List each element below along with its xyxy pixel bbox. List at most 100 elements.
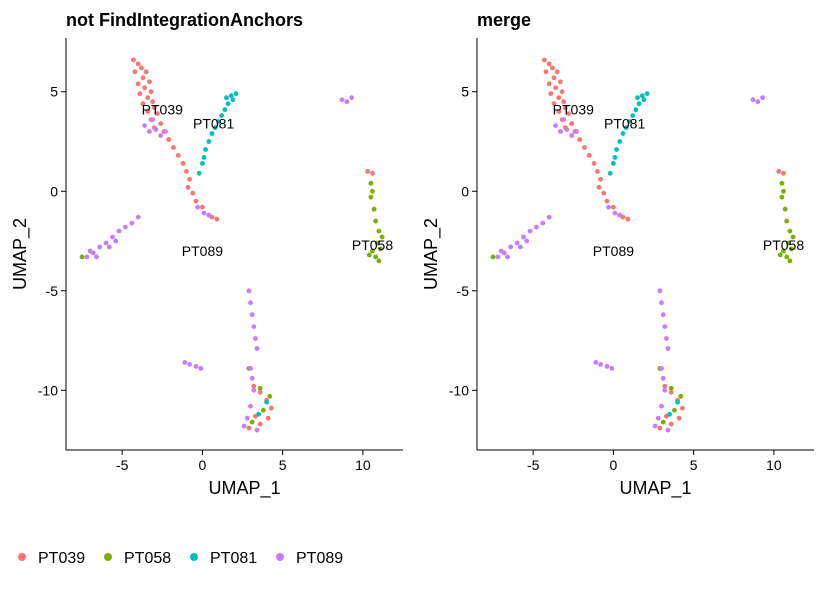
data-point-pt039 <box>246 425 252 431</box>
data-point-pt089 <box>251 387 257 393</box>
data-point-pt089 <box>664 336 669 341</box>
y-tick-label: 0 <box>50 183 58 199</box>
data-point-pt081 <box>209 131 215 136</box>
data-point-pt081 <box>196 170 202 176</box>
data-point-pt089 <box>249 375 255 381</box>
data-point-pt081 <box>203 147 209 152</box>
data-point-pt089 <box>564 127 570 132</box>
data-point-pt039 <box>370 170 375 176</box>
data-point-pt081 <box>230 97 236 103</box>
data-point-pt089 <box>659 300 664 306</box>
data-point-pt089 <box>660 375 666 381</box>
data-point-pt089 <box>147 129 152 134</box>
data-point-pt089 <box>524 238 530 244</box>
data-point-pt089 <box>558 129 563 134</box>
data-point-pt039 <box>184 169 189 174</box>
data-point-pt039 <box>657 425 663 431</box>
data-point-pt089 <box>244 415 250 421</box>
data-point-pt039 <box>135 81 141 87</box>
data-point-pt081 <box>264 399 269 405</box>
data-point-pt089 <box>609 366 615 371</box>
data-point-pt058 <box>267 393 273 399</box>
data-point-pt039 <box>591 161 597 166</box>
data-point-pt039 <box>171 145 176 150</box>
data-point-pt089 <box>153 127 159 132</box>
data-point-pt089 <box>187 362 193 367</box>
data-point-pt039 <box>214 216 220 222</box>
chart-title: not FindIntegrationAnchors <box>66 10 303 30</box>
y-tick-label: -10 <box>449 382 469 398</box>
data-point-pt089 <box>193 364 199 369</box>
data-point-pt058 <box>672 407 677 413</box>
data-point-pt039 <box>175 153 181 158</box>
data-point-pt089 <box>198 366 204 371</box>
legend: PT039 PT058 PT081 PT089 <box>18 550 343 567</box>
data-point-pt058 <box>373 218 379 224</box>
data-point-pt081 <box>623 125 629 130</box>
data-point-pt039 <box>556 109 562 114</box>
data-point-pt081 <box>641 97 647 103</box>
data-point-pt039 <box>601 190 607 196</box>
data-point-pt039 <box>269 405 274 411</box>
data-point-pt039 <box>543 69 549 75</box>
data-point-pt081 <box>233 91 239 97</box>
data-point-pt039 <box>200 204 205 210</box>
data-point-pt058 <box>379 234 385 240</box>
data-point-pt058 <box>782 206 788 212</box>
data-point-pt039 <box>781 170 786 176</box>
legend-label: PT089 <box>296 550 343 567</box>
data-point-pt089 <box>517 244 523 250</box>
data-point-pt039 <box>562 105 568 111</box>
data-point-pt089 <box>113 238 119 244</box>
data-point-pt058 <box>784 254 790 260</box>
data-point-pt058 <box>784 218 790 224</box>
data-point-pt081 <box>212 125 218 130</box>
data-point-pt081 <box>620 131 626 136</box>
data-point-pt089 <box>253 336 258 341</box>
data-point-pt039 <box>139 65 144 71</box>
x-tick-label: 0 <box>199 457 207 473</box>
data-point-pt058 <box>249 419 255 425</box>
data-point-pt089 <box>106 244 112 250</box>
x-axis-label: UMAP_1 <box>208 478 280 499</box>
data-point-pt089 <box>505 254 510 260</box>
data-point-pt039 <box>546 81 552 87</box>
y-tick-label: -10 <box>38 382 58 398</box>
data-point-pt089 <box>248 403 253 409</box>
data-point-pt089 <box>546 214 552 220</box>
data-point-pt089 <box>344 99 350 105</box>
data-point-pt081 <box>627 119 632 124</box>
data-point-pt039 <box>561 99 567 105</box>
data-point-pt039 <box>668 421 674 427</box>
data-point-pt058 <box>374 240 380 246</box>
data-point-pt039 <box>257 389 263 395</box>
data-point-pt081 <box>219 113 225 118</box>
data-point-pt089 <box>94 254 99 260</box>
data-point-pt039 <box>132 69 138 75</box>
data-point-pt039 <box>559 89 565 95</box>
data-point-pt039 <box>577 137 583 142</box>
cluster-label: PT089 <box>182 243 223 259</box>
legend-marker-pt081 <box>190 553 198 561</box>
data-point-pt089 <box>129 220 135 226</box>
data-point-pt058 <box>370 248 375 254</box>
data-point-pt039 <box>187 176 193 182</box>
data-point-pt058 <box>781 248 786 254</box>
data-point-pt089 <box>508 244 514 250</box>
data-point-pt058 <box>781 188 786 194</box>
data-point-pt058 <box>490 254 496 260</box>
data-point-pt089 <box>201 210 207 216</box>
data-point-pt089 <box>665 427 671 433</box>
data-point-pt039 <box>611 204 616 210</box>
data-point-pt039 <box>166 137 172 142</box>
data-point-pt058 <box>777 252 783 258</box>
data-point-pt039 <box>551 101 557 107</box>
data-point-pt039 <box>776 169 782 174</box>
data-point-pt039 <box>142 85 148 91</box>
data-point-pt039 <box>251 383 257 389</box>
data-point-pt089 <box>662 387 668 393</box>
data-point-pt089 <box>123 224 128 230</box>
data-point-pt081 <box>256 411 261 417</box>
data-point-pt039 <box>190 190 196 196</box>
